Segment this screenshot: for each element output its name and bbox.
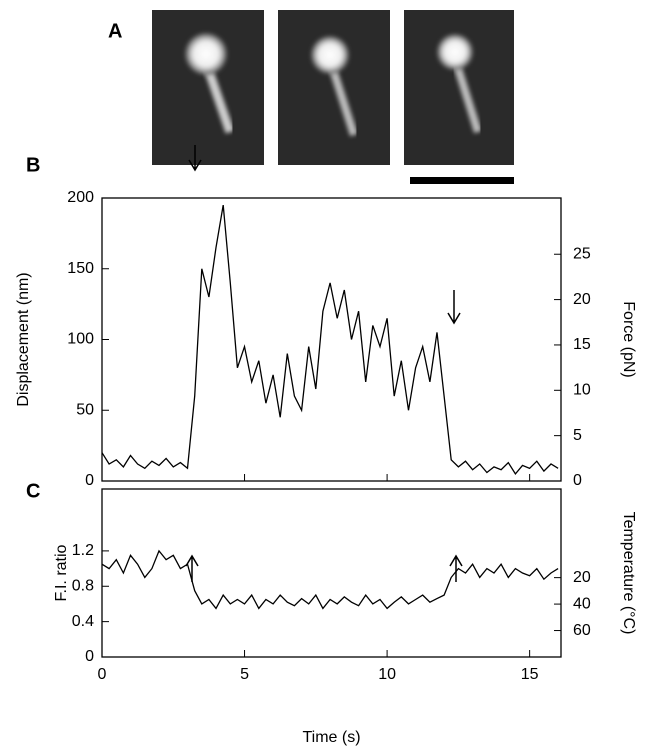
micrograph [404, 10, 514, 165]
y2-tick-label: 20 [573, 291, 591, 308]
x-tick-label: 10 [378, 666, 396, 683]
y-axis-title: Displacement (nm) [15, 272, 32, 406]
plot-frame [101, 197, 562, 482]
y-tick-label: 100 [67, 331, 94, 348]
panel-label: B [26, 154, 40, 176]
y-tick-label: 150 [67, 260, 94, 277]
trace [101, 549, 559, 610]
y-tick-label: 0.4 [72, 613, 94, 630]
x-axis-title: Time (s) [302, 729, 360, 746]
y2-tick-label: 0 [573, 472, 582, 489]
y-tick-label: 200 [67, 189, 94, 206]
trace [101, 204, 559, 476]
y2-tick-label: 40 [573, 595, 591, 612]
y-tick-label: 0 [85, 648, 94, 665]
scale-bar [410, 177, 514, 184]
y2-axis-title: Force (pN) [620, 301, 637, 377]
y2-tick-label: 10 [573, 382, 591, 399]
panel-label: A [108, 20, 122, 42]
y-tick-label: 1.2 [72, 542, 94, 559]
arrows [185, 145, 463, 582]
y2-tick-label: 25 [573, 245, 591, 262]
y2-tick-label: 15 [573, 336, 591, 353]
y-axis-title: F.I. ratio [53, 544, 70, 601]
x-tick-label: 15 [521, 666, 539, 683]
micrograph [152, 10, 264, 165]
micrograph [278, 10, 390, 165]
y-tick-label: 0.8 [72, 577, 94, 594]
plot-frame [101, 488, 562, 658]
y-tick-label: 50 [76, 401, 94, 418]
y2-tick-label: 60 [573, 622, 591, 639]
panel-label: C [26, 480, 40, 502]
x-tick-label: 5 [240, 666, 249, 683]
y2-axis-title: Temperature (°C) [620, 512, 637, 635]
y2-tick-label: 5 [573, 427, 582, 444]
x-tick-label: 0 [98, 666, 107, 683]
y2-tick-label: 20 [573, 569, 591, 586]
y-tick-label: 0 [85, 472, 94, 489]
